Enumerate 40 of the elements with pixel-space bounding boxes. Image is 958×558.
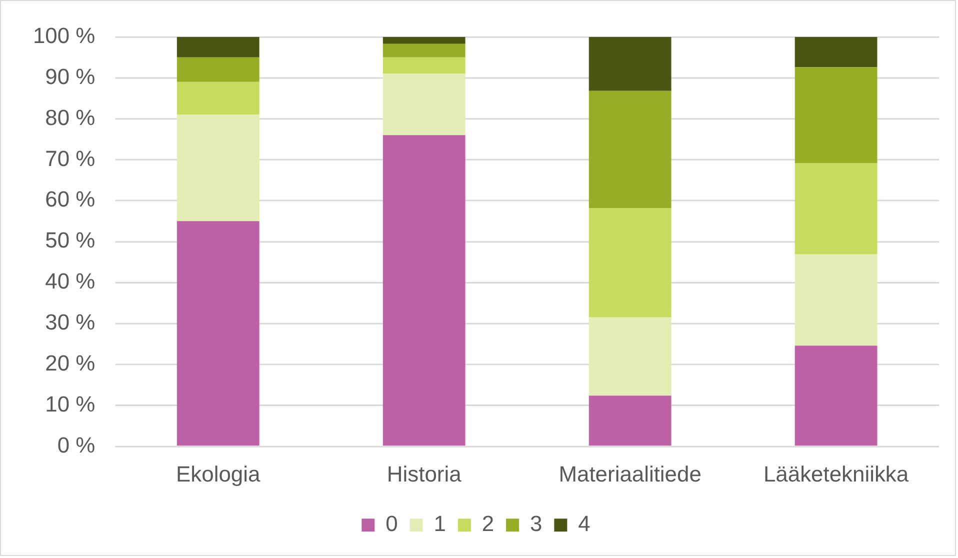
bar	[382, 36, 466, 44]
y-tick-label: 70 %	[45, 146, 96, 171]
bar	[176, 221, 260, 446]
bar	[382, 57, 466, 74]
bar	[794, 67, 878, 164]
bar	[588, 317, 672, 396]
legend-label: 3	[530, 511, 542, 536]
bar	[382, 44, 466, 58]
bar	[176, 57, 260, 82]
y-tick-label: 30 %	[45, 310, 96, 335]
x-tick-label: Historia	[386, 462, 462, 487]
y-tick-label: 90 %	[45, 64, 96, 89]
legend-label: 0	[386, 511, 398, 536]
bar	[794, 36, 878, 68]
y-tick-label: 100 %	[32, 22, 96, 48]
bar	[794, 254, 878, 346]
bar	[588, 396, 672, 446]
y-tick-label: 10 %	[45, 391, 96, 416]
x-tick-label: Materiaalitiede	[558, 462, 702, 487]
y-tick-label: 50 %	[45, 228, 96, 253]
bar	[176, 114, 260, 222]
bar	[794, 346, 878, 446]
bar	[176, 82, 260, 115]
y-tick-label: 80 %	[45, 104, 96, 130]
y-tick-label: 60 %	[45, 186, 96, 212]
bar	[382, 135, 466, 446]
bar	[794, 163, 878, 254]
bar	[382, 74, 466, 136]
bar	[588, 208, 672, 318]
bar	[176, 36, 260, 58]
x-tick-label: Lääketekniikka	[763, 462, 910, 487]
bar	[588, 36, 672, 91]
y-tick-label: 0 %	[57, 432, 96, 458]
y-tick-label: 40 %	[45, 268, 96, 294]
x-tick-label: Ekologia	[176, 462, 262, 487]
y-tick-label: 20 %	[45, 350, 96, 376]
legend-label: 1	[434, 511, 446, 536]
legend-label: 2	[482, 511, 494, 536]
bar	[588, 90, 672, 208]
legend-label: 4	[578, 511, 590, 536]
